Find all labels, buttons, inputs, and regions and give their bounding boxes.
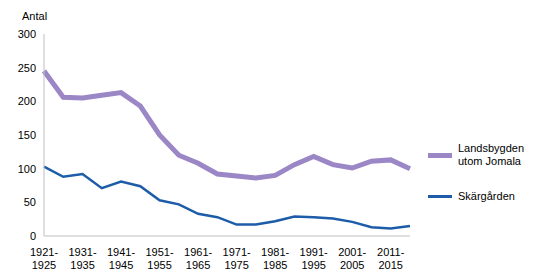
svg-text:1951-1955: 1951-1955 [146, 246, 174, 271]
svg-text:1971-1975: 1971-1975 [223, 246, 251, 271]
svg-text:0: 0 [30, 230, 36, 242]
html-text:Landsbygden utom Jomala: Landsbygden utom Jomala [458, 142, 525, 167]
svg-text:50: 50 [24, 196, 36, 208]
svg-text:1991-1995: 1991-1995 [300, 246, 328, 271]
html-text:Antal: Antal [22, 10, 48, 22]
svg-text:300: 300 [18, 28, 36, 40]
svg-text:100: 100 [18, 163, 36, 175]
svg-text:2001-2005: 2001-2005 [338, 246, 366, 271]
svg-text:1921-1925: 1921-1925 [30, 246, 58, 271]
html-text:Skärgården: Skärgården [458, 190, 515, 202]
svg-text:200: 200 [18, 95, 36, 107]
svg-text:250: 250 [18, 62, 36, 74]
svg-text:1931-1935: 1931-1935 [68, 246, 96, 271]
svg-text:1941-1945: 1941-1945 [107, 246, 135, 271]
svg-text:2011-2015: 2011-2015 [377, 246, 405, 271]
svg-text:150: 150 [18, 129, 36, 141]
svg-text:1981-1985: 1981-1985 [261, 246, 289, 271]
svg-text:1961-1965: 1961-1965 [184, 246, 212, 271]
